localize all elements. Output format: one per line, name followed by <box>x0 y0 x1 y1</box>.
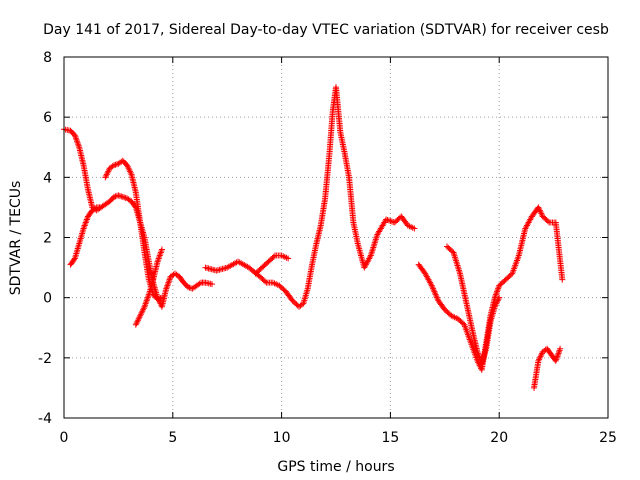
y-tick-labels: -4 -2 0 2 4 6 8 <box>38 50 52 427</box>
data-point <box>158 294 165 301</box>
data-point <box>270 253 277 260</box>
x-axis-label: GPS time / hours <box>277 459 394 475</box>
data-point <box>71 256 78 263</box>
y-tick-label: 8 <box>43 50 52 66</box>
series-track-d <box>132 246 165 328</box>
series-track-b <box>102 157 165 303</box>
data-point <box>97 204 104 211</box>
series-track-h <box>443 243 503 367</box>
data-point <box>157 295 164 302</box>
data-point <box>387 217 394 224</box>
data-points <box>61 84 566 391</box>
y-tick-label: -4 <box>38 411 52 427</box>
data-point <box>156 295 163 302</box>
data-point <box>385 217 392 224</box>
x-tick-label: 20 <box>490 430 508 446</box>
data-point <box>262 278 269 285</box>
series-track-g <box>415 204 566 373</box>
series-track-e <box>202 84 418 310</box>
data-point <box>112 193 119 200</box>
series-track-f <box>252 252 292 277</box>
data-point <box>154 296 161 303</box>
x-tick-label: 0 <box>60 430 69 446</box>
data-point <box>115 192 122 199</box>
x-tick-label: 25 <box>599 430 617 446</box>
axis-ticks <box>63 56 609 419</box>
x-tick-label: 5 <box>168 430 177 446</box>
chart-title: Day 141 of 2017, Sidereal Day-to-day VTE… <box>43 22 609 38</box>
data-point <box>118 193 125 200</box>
data-point <box>121 194 128 201</box>
y-tick-label: 4 <box>43 170 52 186</box>
series-track-i <box>531 345 564 391</box>
data-point <box>384 216 391 223</box>
y-tick-label: 6 <box>43 110 52 126</box>
x-tick-label: 15 <box>381 430 399 446</box>
data-point <box>187 285 194 292</box>
data-point <box>92 205 99 212</box>
data-point <box>111 193 118 200</box>
data-point <box>285 255 292 262</box>
data-point <box>390 218 397 225</box>
series-track-c <box>67 204 104 268</box>
data-point <box>383 216 390 223</box>
data-point <box>116 192 123 199</box>
gridlines <box>64 57 608 418</box>
data-point <box>557 345 564 352</box>
y-tick-label: -2 <box>38 351 52 367</box>
data-point <box>112 161 119 168</box>
data-point <box>111 162 118 169</box>
data-point <box>185 284 192 291</box>
data-point <box>119 193 126 200</box>
data-point <box>196 280 203 287</box>
data-point <box>208 281 215 288</box>
data-point <box>559 276 566 283</box>
data-point <box>496 294 503 301</box>
data-point <box>544 218 551 225</box>
data-point <box>411 225 418 232</box>
y-tick-label: 2 <box>43 231 52 247</box>
x-tick-labels: 0 5 10 15 20 25 <box>60 430 617 446</box>
series-track-a <box>61 126 215 310</box>
y-axis-label: SDTVAR / TECUs <box>8 181 24 296</box>
y-tick-label: 0 <box>43 291 52 307</box>
data-point <box>158 246 165 253</box>
x-tick-label: 10 <box>273 430 291 446</box>
